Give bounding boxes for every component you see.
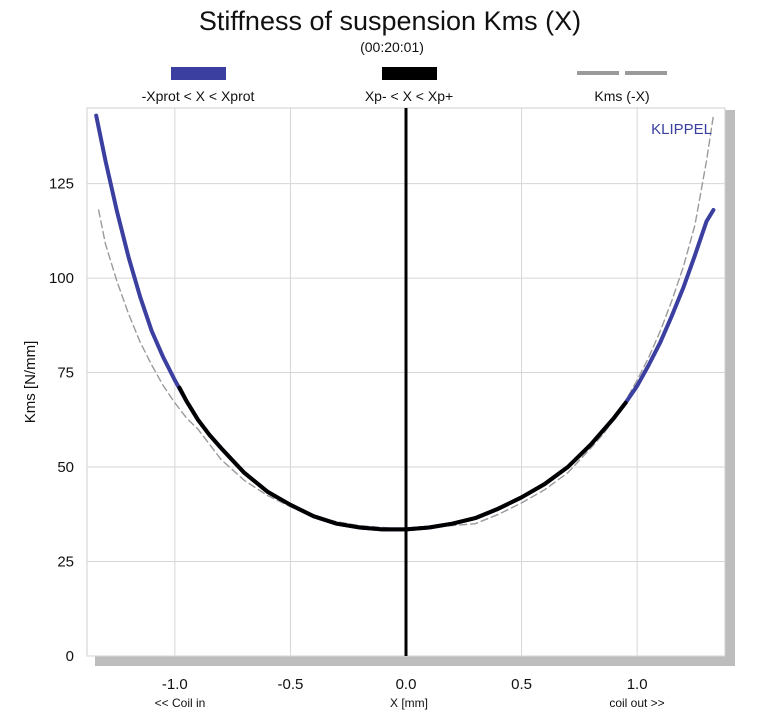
legend-label-xprot: -Xprot < X < Xprot: [142, 88, 255, 104]
x-tick-label: -1.0: [162, 676, 188, 693]
x-tick-label: 0.5: [511, 676, 532, 693]
chart-subtitle: (00:20:01): [360, 39, 424, 55]
x-tick-label: 0.0: [396, 676, 417, 693]
legend-swatch-xprot: [171, 67, 226, 80]
series-layer: [94, 113, 716, 532]
legend: -Xprot < X < Xprot Xp- < X < Xp+ Kms (-X…: [142, 67, 667, 104]
y-tick-label: 50: [57, 459, 74, 476]
plot-shadow-bottom: [95, 656, 735, 666]
brand-label: KLIPPEL: [651, 121, 712, 138]
y-tick-label: 125: [49, 176, 74, 193]
x-axis-label: X [mm]: [390, 696, 428, 710]
x-right-note: coil out >>: [609, 696, 664, 710]
y-tick-label: 100: [49, 270, 74, 287]
y-axis-label: Kms [N/mm]: [22, 341, 39, 424]
x-tick-label: -0.5: [277, 676, 303, 693]
y-tick-label: 0: [66, 648, 74, 665]
legend-label-kms-neg: Kms (-X): [594, 88, 649, 104]
y-tick-label: 75: [57, 365, 74, 382]
x-tick-label: 1.0: [627, 676, 648, 693]
series-line-1: [177, 385, 628, 532]
chart-title: Stiffness of suspension Kms (X): [199, 6, 581, 36]
legend-swatch-xp: [382, 67, 437, 80]
plot-shadow-right: [725, 110, 735, 666]
y-axis-ticks: 0 25 50 75 100 125: [49, 176, 74, 665]
legend-label-xp: Xp- < X < Xp+: [365, 88, 453, 104]
x-left-note: << Coil in: [155, 696, 206, 710]
x-axis-ticks: -1.0 -0.5 0.0 0.5 1.0: [162, 676, 648, 693]
y-tick-label: 25: [57, 554, 74, 571]
